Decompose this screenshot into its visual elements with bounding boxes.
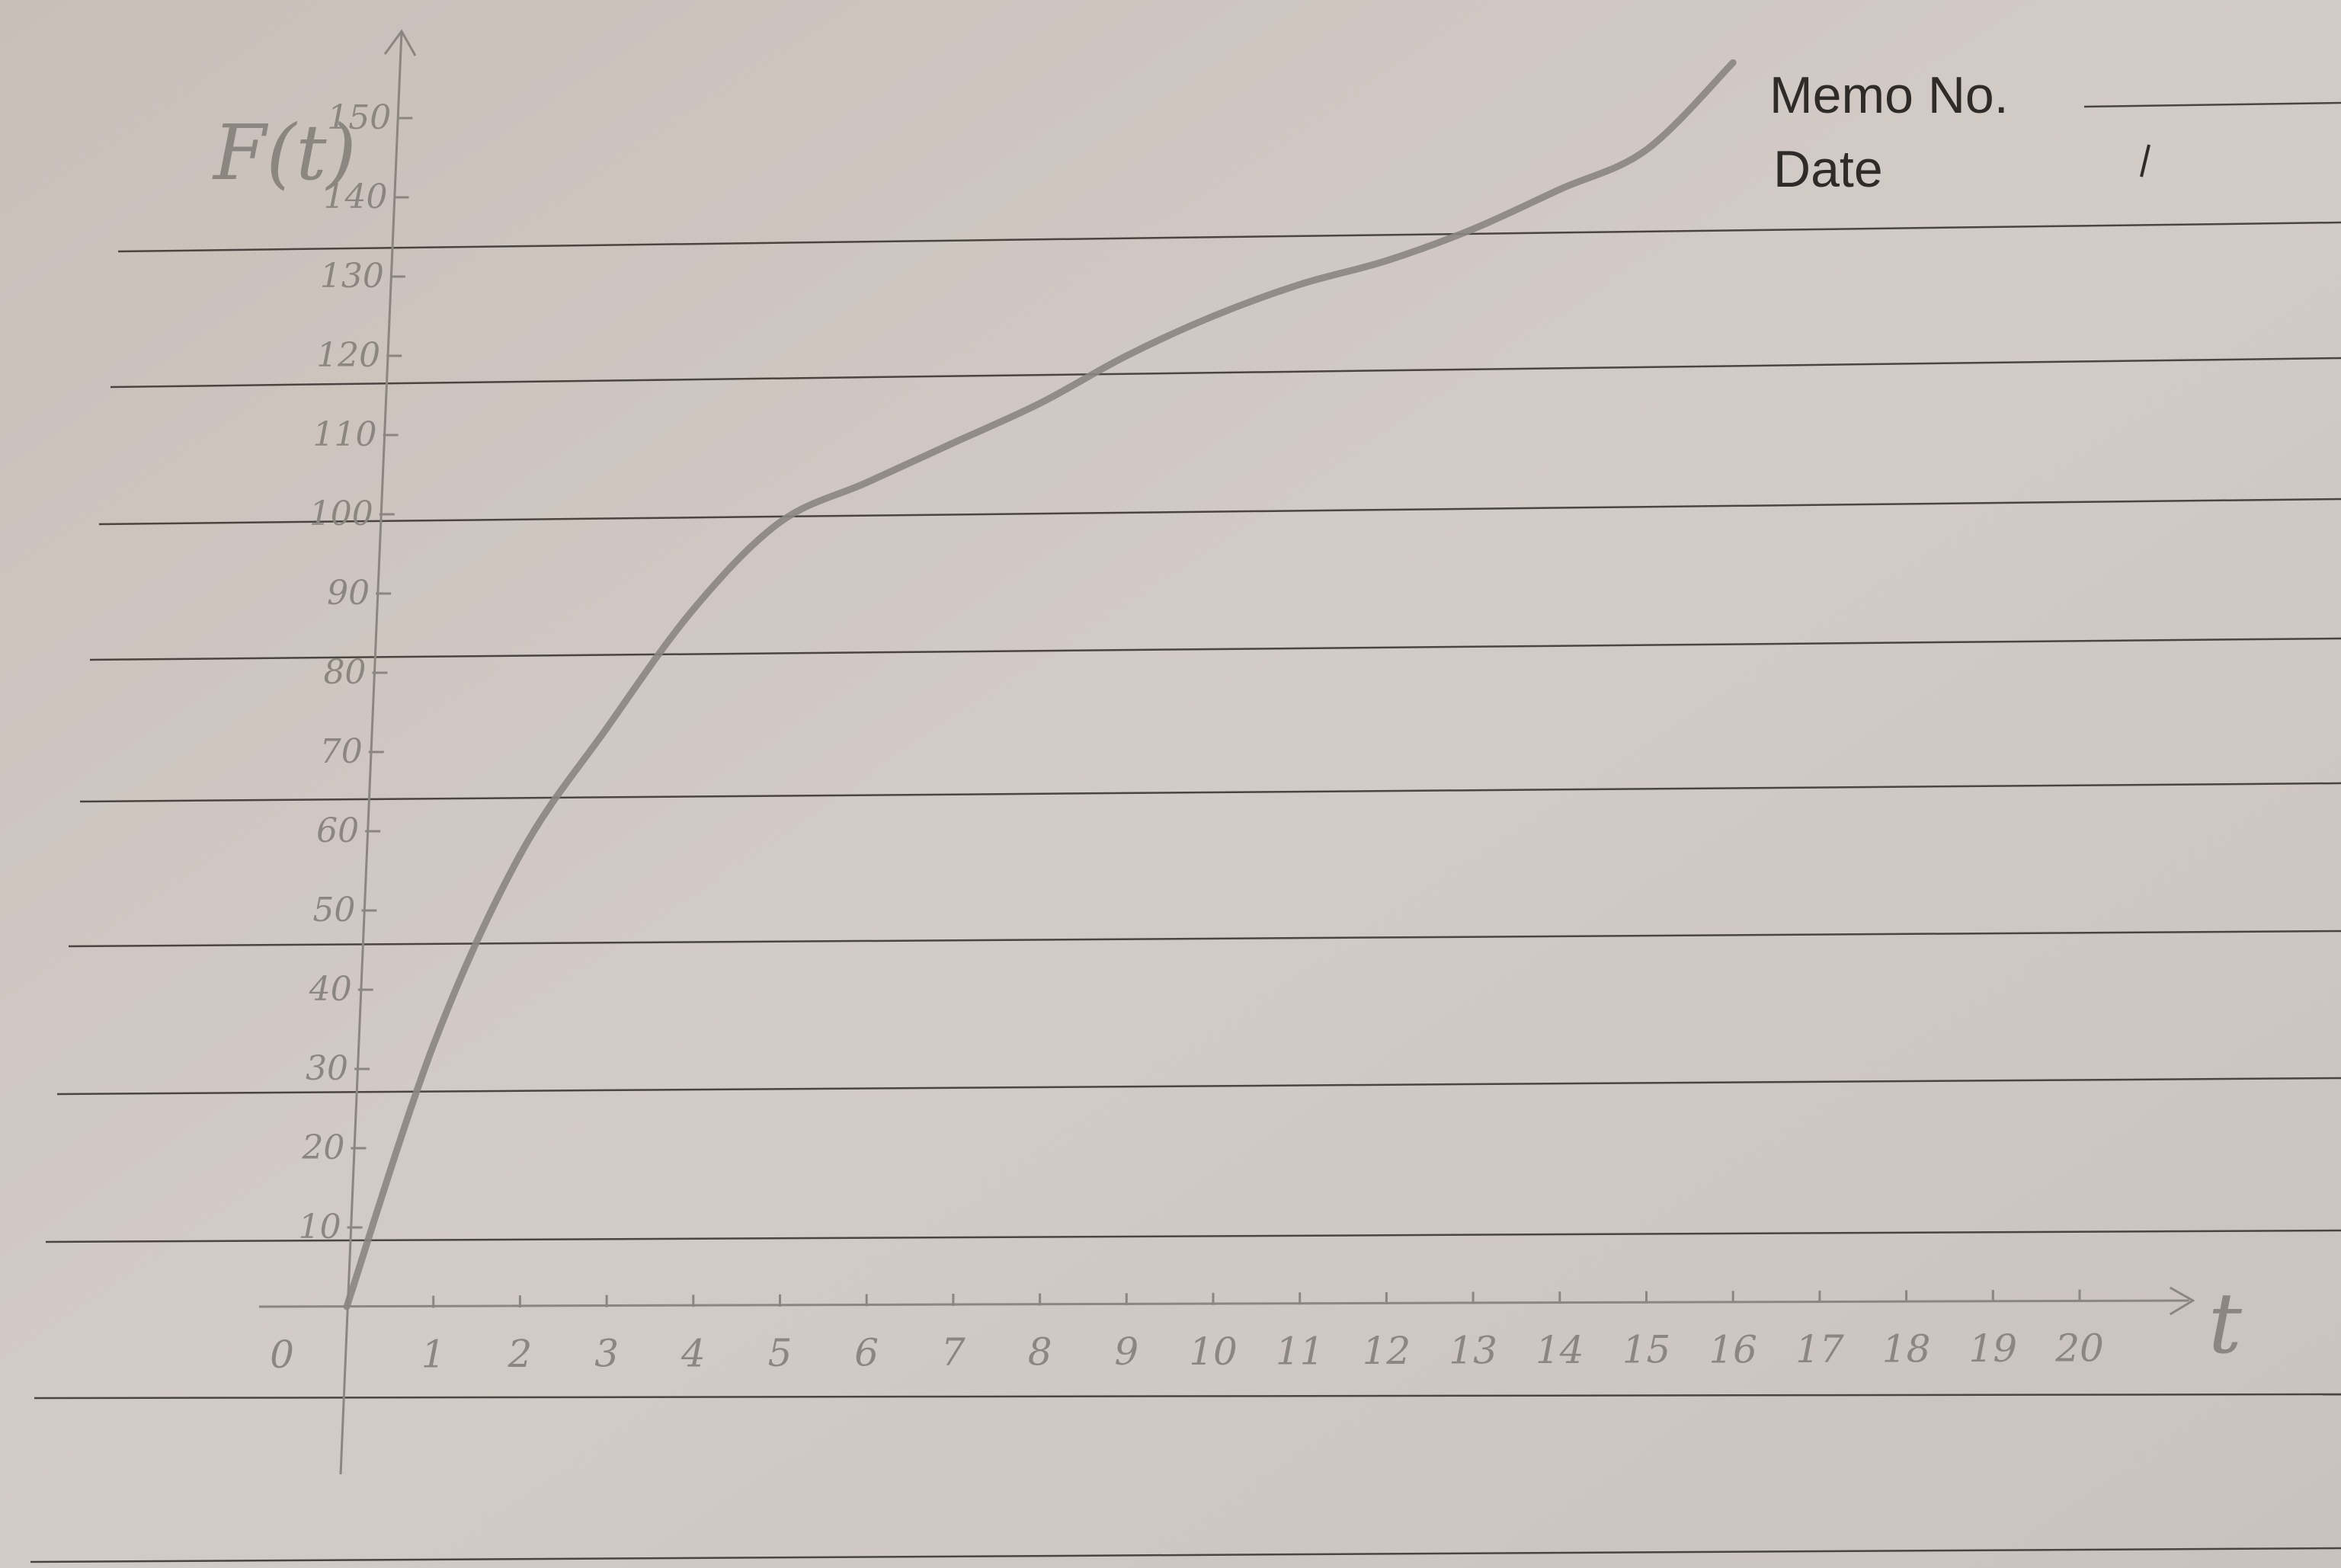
x-tick-label: 7 [941, 1330, 966, 1374]
y-tick-label: 120 [316, 336, 380, 375]
y-tick-label: 110 [312, 415, 376, 454]
x-tick-label: 10 [1189, 1330, 1238, 1374]
x-tick-label: 9 [1114, 1330, 1138, 1374]
x-tick-label: 12 [1363, 1329, 1411, 1373]
x-axis-label: t [2208, 1275, 2243, 1372]
x-tick-label: 0 [270, 1333, 294, 1377]
data-line [343, 59, 1737, 1310]
x-axis-arrow [2169, 1286, 2195, 1316]
x-tick-label: 18 [1882, 1326, 1931, 1371]
x-tick-label: 6 [854, 1330, 879, 1374]
x-tick-label: 1 [421, 1333, 446, 1377]
x-tick-label: 14 [1536, 1328, 1584, 1372]
y-axis-arrow [383, 29, 417, 56]
x-tick-label: 3 [594, 1332, 619, 1376]
x-tick-label: 16 [1709, 1327, 1757, 1371]
memo-date-label: Date [1773, 140, 1883, 198]
x-tick-label: 15 [1622, 1328, 1671, 1372]
y-tick-label: 10 [299, 1208, 341, 1246]
y-tick-label: 70 [320, 732, 363, 771]
y-tick-label: 80 [323, 653, 366, 692]
y-axis-label: F(t) [212, 108, 357, 197]
y-tick-label: 30 [306, 1049, 348, 1088]
x-tick-label: 11 [1276, 1329, 1324, 1373]
x-tick-label: 13 [1449, 1329, 1497, 1373]
memo-number-label: Memo No. [1769, 66, 2009, 124]
x-tick-label: 5 [768, 1331, 793, 1375]
y-tick-label: 20 [301, 1128, 344, 1167]
y-tick-label: 50 [312, 891, 355, 930]
date-slash [2140, 144, 2150, 178]
x-tick-label: 17 [1795, 1327, 1844, 1371]
y-tick-label: 90 [327, 574, 370, 613]
y-tick-label: 130 [320, 257, 384, 296]
y-tick-label: 40 [309, 970, 352, 1009]
x-axis [258, 1299, 2189, 1308]
x-tick-label: 2 [507, 1332, 532, 1376]
y-tick-label: 60 [316, 811, 359, 850]
y-tick-label: 100 [309, 494, 373, 533]
ruled-lines [30, 101, 2341, 1563]
x-tick-label: 19 [1968, 1326, 2017, 1371]
x-tick-label: 8 [1028, 1330, 1052, 1374]
x-tick-label: 4 [681, 1331, 706, 1375]
x-tick-label: 20 [2054, 1326, 2104, 1371]
y-tick-label: 140 [324, 178, 388, 216]
y-tick-label: 150 [327, 98, 391, 137]
